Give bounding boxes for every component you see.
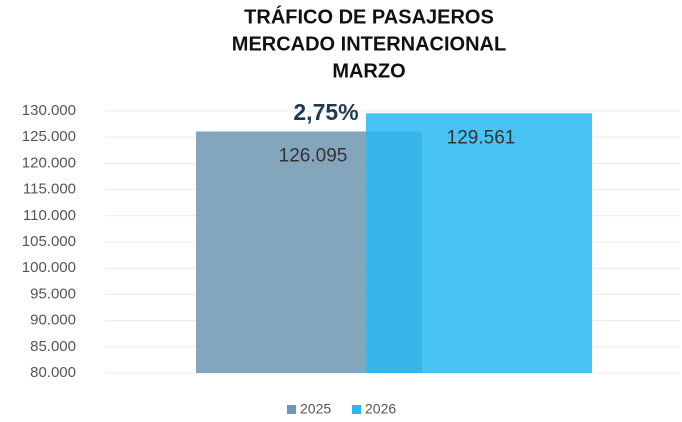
chart-title: MARZO (332, 60, 405, 82)
y-tick-label: 110.000 (23, 207, 76, 224)
legend-label: 2026 (365, 401, 396, 417)
chart-title: MERCADO INTERNACIONAL (232, 33, 506, 55)
y-tick-label: 80.000 (30, 364, 76, 381)
value-label: 129.561 (447, 127, 516, 148)
y-tick-label: 120.000 (22, 154, 76, 171)
chart-title: TRÁFICO DE PASAJEROS (244, 5, 494, 28)
legend-swatch (352, 405, 361, 414)
y-tick-label: 105.000 (22, 233, 76, 250)
y-tick-label: 85.000 (30, 338, 76, 355)
y-tick-label: 95.000 (30, 285, 76, 302)
y-tick-label: 90.000 (30, 312, 76, 329)
y-tick-label: 125.000 (22, 128, 76, 145)
bar (366, 113, 592, 374)
value-label: 126.095 (279, 145, 348, 166)
legend-swatch (287, 405, 296, 414)
annotation: 2,75% (293, 99, 358, 125)
y-tick-label: 115.000 (23, 181, 76, 198)
legend-label: 2025 (300, 401, 331, 417)
y-tick-label: 130.000 (22, 102, 76, 119)
y-tick-label: 100.000 (22, 259, 76, 276)
